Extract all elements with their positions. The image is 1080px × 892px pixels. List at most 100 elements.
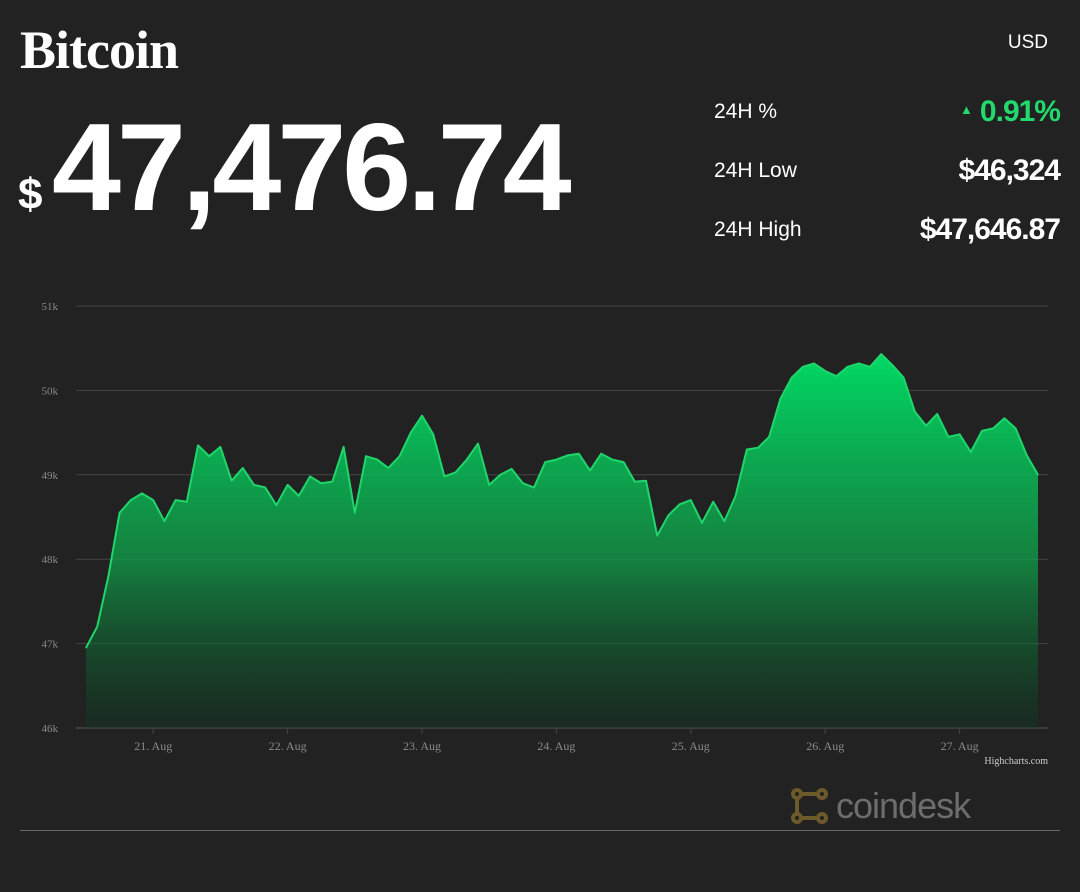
price-chart[interactable]: 46k 47k 48k 49k 50k 51k 21. Aug 22. Aug 23. Aug… xyxy=(0,290,1080,780)
stat-24h-change: 24H % ▲ 0.91% xyxy=(714,94,1061,153)
data-point xyxy=(522,482,524,484)
price-currency-symbol: $ xyxy=(18,170,43,219)
data-point xyxy=(925,425,927,427)
stat-24h-low: 24H Low $46,324 xyxy=(714,153,1061,212)
page-title: Bitcoin xyxy=(20,20,179,80)
data-point xyxy=(891,364,894,366)
data-point xyxy=(242,467,244,469)
currency-selector[interactable]: USD xyxy=(1007,32,1048,53)
data-point xyxy=(746,448,748,451)
stat-24h-low-label: 24H Low xyxy=(714,159,797,182)
data-point xyxy=(970,451,972,453)
data-point xyxy=(119,512,121,514)
data-point xyxy=(399,455,401,457)
data-point xyxy=(141,492,143,494)
series-line xyxy=(85,353,1039,649)
data-point xyxy=(511,468,513,470)
data-point xyxy=(309,475,311,478)
data-point xyxy=(757,447,759,449)
data-point xyxy=(1003,417,1006,419)
data-point xyxy=(656,534,658,537)
chart-credit[interactable]: Highcharts.com xyxy=(984,756,1048,767)
data-point xyxy=(253,484,255,486)
data-point xyxy=(723,520,726,522)
data-point xyxy=(443,475,445,478)
stat-24h-change-value: 0.91% xyxy=(979,95,1061,128)
data-point xyxy=(992,427,994,429)
data-point xyxy=(320,482,322,484)
data-point xyxy=(936,413,938,415)
data-point xyxy=(488,484,490,486)
data-point xyxy=(802,366,804,368)
stat-24h-high: 24H High $47,646.87 xyxy=(714,212,1061,271)
x-tick-label: 25. Aug xyxy=(672,739,710,753)
data-point xyxy=(432,433,434,435)
x-tick-label: 26. Aug xyxy=(806,739,844,753)
data-point xyxy=(208,455,210,457)
data-point xyxy=(791,377,793,379)
data-point xyxy=(712,501,714,503)
x-axis-labels: 21. Aug 22. Aug 23. Aug 24. Aug 25. Aug 26. A… xyxy=(134,728,979,753)
chart-series xyxy=(85,353,1039,728)
data-point xyxy=(163,520,165,522)
data-point xyxy=(835,375,838,377)
coindesk-mark-icon xyxy=(791,788,828,824)
data-point xyxy=(903,377,905,379)
data-point xyxy=(365,455,367,457)
data-point xyxy=(600,453,602,455)
data-point xyxy=(847,366,849,368)
data-point xyxy=(1015,427,1017,429)
data-point xyxy=(387,467,389,469)
x-tick-label: 23. Aug xyxy=(403,739,441,753)
y-tick-label: 46k xyxy=(42,723,59,735)
stat-24h-change-label: 24H % xyxy=(714,100,778,123)
data-point xyxy=(264,486,266,489)
data-point xyxy=(533,486,535,489)
data-point xyxy=(231,480,233,482)
data-point xyxy=(354,512,356,514)
data-point xyxy=(858,362,860,364)
data-point xyxy=(466,459,468,461)
data-point xyxy=(555,459,558,461)
y-tick-label: 50k xyxy=(42,385,59,397)
data-point xyxy=(410,432,412,434)
price-value: 47,476.74 xyxy=(52,99,572,237)
data-point xyxy=(645,480,647,482)
data-point xyxy=(880,353,882,355)
data-point xyxy=(219,446,221,448)
x-tick-label: 27. Aug xyxy=(941,739,979,753)
stat-24h-change-value-wrap: ▲ 0.91% xyxy=(960,94,1061,131)
data-point xyxy=(499,474,501,476)
data-point xyxy=(197,444,199,446)
data-point xyxy=(96,626,98,628)
data-point xyxy=(768,436,770,438)
data-point xyxy=(701,522,703,524)
data-point xyxy=(186,501,188,503)
data-point xyxy=(611,459,614,461)
data-point xyxy=(589,469,591,472)
data-point xyxy=(824,370,826,372)
y-tick-label: 51k xyxy=(42,301,59,313)
data-point xyxy=(343,446,345,448)
triangle-up-icon: ▲ xyxy=(960,102,973,118)
data-point xyxy=(376,459,378,461)
data-point xyxy=(455,471,457,473)
data-point xyxy=(578,453,580,455)
x-tick-label: 22. Aug xyxy=(269,739,307,753)
data-point xyxy=(779,398,782,400)
area-fill xyxy=(86,354,1038,728)
data-point xyxy=(298,495,300,497)
data-point xyxy=(679,503,681,505)
data-point xyxy=(175,499,177,501)
data-point xyxy=(421,415,423,417)
data-point xyxy=(869,366,871,368)
data-point xyxy=(287,484,289,486)
data-point xyxy=(667,514,670,516)
stat-24h-low-value: $46,324 xyxy=(958,154,1061,187)
x-tick-label: 24. Aug xyxy=(537,739,575,753)
data-point xyxy=(634,480,636,483)
stat-24h-high-value: $47,646.87 xyxy=(919,213,1061,246)
footer-divider xyxy=(20,830,1060,831)
data-point xyxy=(981,430,983,432)
data-point xyxy=(690,499,692,501)
